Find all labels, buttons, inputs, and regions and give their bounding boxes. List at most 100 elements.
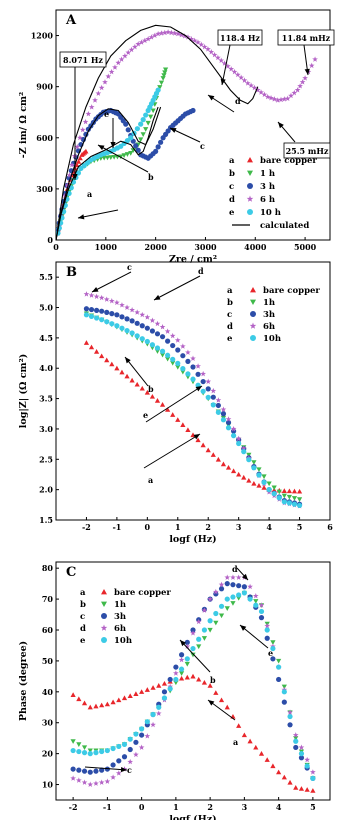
- panel-b-point: [119, 302, 125, 308]
- panel-b-point: [210, 402, 216, 408]
- legend-b-swatch: [250, 287, 256, 293]
- panel-c-point: [139, 732, 145, 738]
- legend-b-swatch: [250, 335, 256, 341]
- panel-c-point: [270, 640, 276, 645]
- panel-a-point: [211, 51, 218, 58]
- panel-b-point: [190, 364, 196, 370]
- panel-b-point: [83, 340, 90, 345]
- panel-c-point: [270, 656, 276, 662]
- panel-b-point: [109, 321, 115, 327]
- panel-b-point: [93, 293, 100, 300]
- panel-b-point: [185, 427, 191, 433]
- panel-c-point: [276, 676, 282, 683]
- panel-b-point: [180, 353, 186, 359]
- panel-a-point: [145, 120, 151, 126]
- panel-b-point: [200, 442, 206, 448]
- panel-a-point: [294, 87, 301, 93]
- legend-a-letter: c: [229, 182, 234, 192]
- panel-b-point: [104, 309, 110, 315]
- panel-b-point: [93, 307, 100, 313]
- panel-c-point: [293, 738, 299, 744]
- panel-c-point: [87, 748, 93, 754]
- panel-c-point: [99, 767, 105, 773]
- panel-c-point: [115, 770, 122, 776]
- panel-c-point: [110, 762, 116, 768]
- panel-c-point: [201, 627, 208, 633]
- panel-a-point: [69, 162, 75, 168]
- panel-a-point: [201, 43, 208, 50]
- panel-c-point: [207, 618, 213, 624]
- panel-c-xtick-label: 2: [207, 802, 213, 812]
- panel-b-point: [139, 311, 146, 318]
- panel-a-point: [155, 144, 161, 150]
- panel-c-point: [190, 627, 196, 633]
- panel-b-point: [190, 376, 196, 382]
- legend-a-name: 10 h: [260, 208, 281, 218]
- panel-a-point: [168, 29, 175, 36]
- panel-b-point: [200, 388, 206, 394]
- legend-c-swatch: [101, 613, 107, 619]
- panel-a-point: [124, 152, 131, 157]
- panel-a-point: [64, 182, 71, 188]
- panel-a-point: [145, 35, 152, 42]
- legend-c-letter: d: [80, 624, 86, 634]
- panel-b-point: [296, 488, 303, 494]
- panel-c-point: [190, 630, 196, 636]
- annotation-11-84-mhz: 11.84 mHz: [282, 33, 331, 43]
- panel-c-point: [133, 751, 139, 758]
- panel-b-point: [83, 291, 90, 297]
- panel-a-point: [190, 107, 196, 114]
- legend-c-swatch: [101, 589, 107, 595]
- panel-c-point: [241, 584, 247, 590]
- panel-b-point: [124, 316, 130, 322]
- panel-b-point: [225, 464, 232, 470]
- panel-c-point: [287, 709, 293, 715]
- panel-c-point: [81, 745, 88, 751]
- panel-b-point: [109, 311, 115, 317]
- arrow-c-e-head: [240, 625, 247, 631]
- panel-a-label: A: [65, 13, 77, 28]
- panel-c-point: [167, 676, 173, 683]
- panel-c-point: [201, 679, 208, 685]
- annotation-11-84-mhz-box: [277, 29, 335, 46]
- label-c-c: c: [127, 765, 132, 775]
- calculated-line: [55, 106, 162, 241]
- panel-b-point: [174, 337, 181, 343]
- panel-b-point: [291, 488, 298, 494]
- panel-c-point: [104, 701, 110, 707]
- panel-c-point: [116, 697, 122, 703]
- label-b-c: c: [127, 262, 132, 272]
- panel-a-point: [138, 39, 145, 45]
- panel-c-point: [161, 695, 168, 701]
- panel-c-point: [207, 683, 213, 688]
- panel-a-point: [178, 32, 185, 38]
- panel-b-point: [104, 357, 110, 363]
- panel-a-point: [66, 172, 73, 178]
- panel-c-point: [247, 738, 253, 744]
- panel-c-point: [190, 673, 196, 679]
- panel-c-point: [127, 693, 133, 699]
- legend-a-letter: d: [229, 195, 235, 205]
- panel-c-point: [281, 699, 287, 705]
- panel-a-point: [134, 126, 140, 132]
- panel-a-point: [111, 155, 117, 160]
- panel-c-point: [116, 758, 122, 764]
- panel-a-point: [79, 126, 86, 133]
- panel-b-point: [230, 425, 237, 432]
- panel-a-point: [101, 155, 107, 161]
- panel-b-point: [235, 435, 242, 442]
- panel-a-xtick-label: 4000: [244, 242, 267, 252]
- panel-c-point: [76, 742, 82, 747]
- panel-c-point: [81, 750, 88, 756]
- panel-c-point: [184, 639, 190, 645]
- panel-a-point: [231, 68, 238, 75]
- panel-c-ytick-label: 50: [42, 656, 54, 666]
- panel-b-point: [205, 386, 211, 392]
- panel-b-series-0: [83, 340, 303, 494]
- panel-c-point: [264, 635, 270, 641]
- panel-b-xlabel: logf (Hz): [169, 534, 216, 545]
- panel-a-point: [128, 135, 134, 141]
- panel-a-xtick-label: 0: [53, 242, 59, 252]
- panel-c-point: [110, 745, 116, 752]
- panel-c-xtick-label: -1: [103, 802, 112, 812]
